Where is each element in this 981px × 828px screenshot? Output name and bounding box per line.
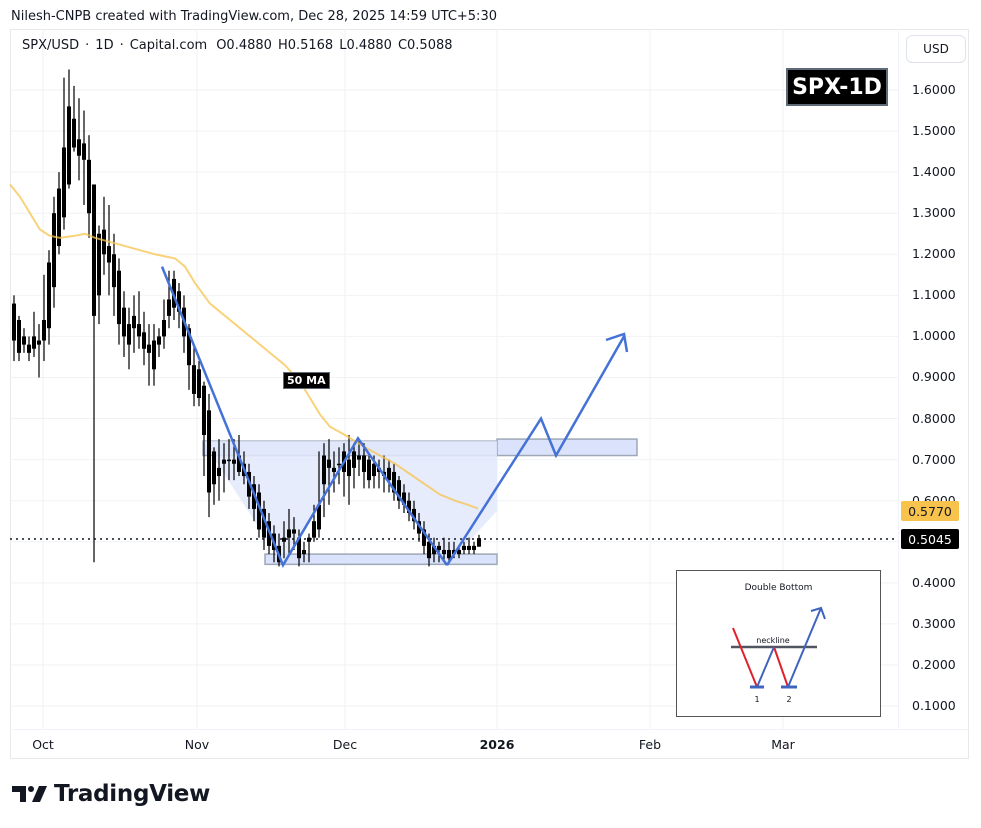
time-tick-label: Dec — [332, 737, 358, 752]
price-tick-label: 0.8000 — [912, 410, 956, 426]
blue-leg-1-icon — [756, 646, 775, 688]
ma-label: 50 MA — [283, 372, 330, 389]
legend-separator: · — [85, 38, 90, 53]
price-tick-label: 0.2000 — [912, 656, 956, 672]
red-leg-2-icon — [773, 646, 789, 688]
time-tick-label: 2026 — [479, 737, 515, 752]
time-tick-label: Nov — [184, 737, 210, 752]
legend-separator: · — [119, 38, 124, 53]
candlesticks — [12, 69, 481, 567]
bottom-2-label: 2 — [786, 695, 791, 704]
ohlc-high: H0.5168 — [277, 38, 334, 53]
neckline-label: neckline — [756, 636, 790, 645]
data-source: Capital.com — [129, 38, 208, 53]
ohlc-open: O0.4880 — [216, 38, 272, 53]
price-tick-label: 0.9000 — [912, 369, 956, 385]
price-chart-canvas[interactable] — [0, 0, 981, 760]
time-tick-label: Mar — [771, 737, 795, 752]
price-tick-label: 1.4000 — [912, 164, 956, 180]
brand-name: TradingView — [54, 781, 211, 807]
price-tick-label: 0.7000 — [912, 451, 956, 467]
price-tick-label: 0.4000 — [912, 574, 956, 590]
price-tick-label: 1.3000 — [912, 205, 956, 221]
red-leg-1-icon — [732, 627, 758, 688]
price-tick-label: 1.0000 — [912, 328, 956, 344]
chart-title-badge: SPX-1D — [786, 68, 888, 106]
ma-price-tag: 0.5770 — [901, 501, 959, 521]
time-axis-separator — [10, 729, 969, 730]
interval: 1D — [95, 38, 114, 53]
last-price-tag: 0.5045 — [901, 529, 959, 549]
ma50-line — [9, 183, 479, 510]
projection-line — [445, 335, 626, 566]
currency-button[interactable]: USD — [906, 35, 966, 63]
arrowhead-icon — [810, 606, 826, 620]
blue-leg-2-icon — [787, 607, 822, 688]
double-bottom-inset: Double Bottom neckline 1 2 — [676, 570, 881, 717]
w-pattern-line — [160, 266, 449, 568]
tradingview-brand[interactable]: TradingView — [12, 781, 210, 807]
ohlc-close: C0.5088 — [397, 38, 453, 53]
symbol-name[interactable]: SPX/USD — [22, 38, 80, 53]
price-tick-label: 1.1000 — [912, 287, 956, 303]
time-tick-label: Feb — [638, 737, 662, 752]
double-bottom-diagram: neckline 1 2 — [731, 606, 826, 704]
price-tick-label: 1.6000 — [912, 82, 956, 97]
price-tick-label: 1.2000 — [912, 246, 956, 262]
ohlc-low: L0.4880 — [339, 38, 392, 53]
time-tick-label: Oct — [32, 737, 54, 752]
price-tick-label: 0.3000 — [912, 615, 956, 631]
price-axis-separator — [898, 29, 899, 729]
price-tick-label: 0.1000 — [912, 698, 956, 714]
price-tick-label: 1.5000 — [912, 123, 956, 139]
chart-credit: Nilesh-CNPB created with TradingView.com… — [11, 9, 497, 24]
bottom-1-label: 1 — [754, 695, 759, 704]
symbol-legend: SPX/USD · 1D · Capital.com O0.4880 H0.5168 L0.4… — [22, 38, 459, 53]
inset-title: Double Bottom — [744, 583, 813, 593]
pattern-fill — [203, 438, 497, 566]
tradingview-logo-icon — [12, 786, 47, 802]
chart-frame — [10, 29, 969, 759]
projection-arrowhead-icon — [605, 332, 629, 353]
